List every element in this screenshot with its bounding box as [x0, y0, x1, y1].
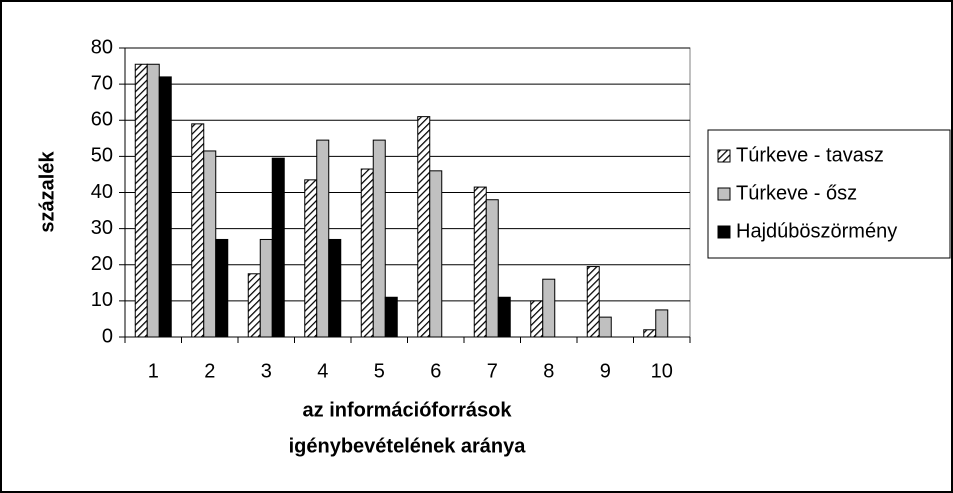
legend-box — [707, 129, 951, 259]
y-tick-label: 0 — [102, 325, 113, 347]
bar — [259, 238, 273, 338]
bar — [215, 238, 229, 338]
bar — [158, 76, 172, 338]
x-tick-label: 3 — [261, 360, 272, 382]
bar — [542, 278, 556, 338]
y-tick-label: 20 — [91, 253, 113, 275]
y-tick-label: 60 — [91, 109, 113, 131]
bar — [328, 238, 342, 338]
bar — [417, 116, 431, 338]
x-axis-title: az információforrások — [303, 399, 513, 421]
bar — [146, 63, 160, 338]
bar — [473, 186, 487, 338]
bar — [429, 170, 443, 338]
x-tick-label: 5 — [374, 360, 385, 382]
y-tick-label: 40 — [91, 181, 113, 203]
bar — [530, 300, 544, 338]
bar — [247, 273, 261, 338]
bar — [655, 309, 669, 338]
y-tick-label: 50 — [91, 145, 113, 167]
bar — [134, 63, 148, 338]
x-axis-title: igénybevételének aránya — [289, 435, 527, 457]
bar — [497, 296, 511, 338]
legend-swatch — [717, 149, 731, 163]
bar — [304, 179, 318, 338]
legend-swatch — [717, 187, 731, 201]
x-tick-label: 6 — [430, 360, 441, 382]
y-axis-title: százalék — [36, 151, 58, 233]
x-tick-label: 2 — [204, 360, 215, 382]
x-tick-label: 1 — [148, 360, 159, 382]
bar — [586, 266, 600, 338]
x-tick-label: 8 — [543, 360, 554, 382]
bar — [271, 157, 285, 338]
legend-swatch — [717, 225, 731, 239]
x-tick-label: 7 — [487, 360, 498, 382]
legend-label: Hajdúböszörmény — [736, 220, 897, 242]
y-tick-label: 30 — [91, 217, 113, 239]
bar — [191, 123, 205, 338]
bar — [203, 150, 217, 338]
x-tick-label: 10 — [651, 360, 673, 382]
legend-label: Túrkeve - ősz — [736, 182, 857, 204]
x-tick-label: 4 — [317, 360, 328, 382]
y-tick-label: 80 — [91, 36, 113, 58]
y-tick-label: 70 — [91, 72, 113, 94]
bar — [360, 168, 374, 338]
legend-label: Túrkeve - tavasz — [736, 144, 884, 166]
bar — [598, 316, 612, 338]
x-tick-label: 9 — [600, 360, 611, 382]
bar — [643, 329, 657, 338]
bar — [384, 296, 398, 338]
y-tick-label: 10 — [91, 289, 113, 311]
bar — [372, 139, 386, 338]
bar — [316, 139, 330, 338]
bar — [485, 199, 499, 338]
